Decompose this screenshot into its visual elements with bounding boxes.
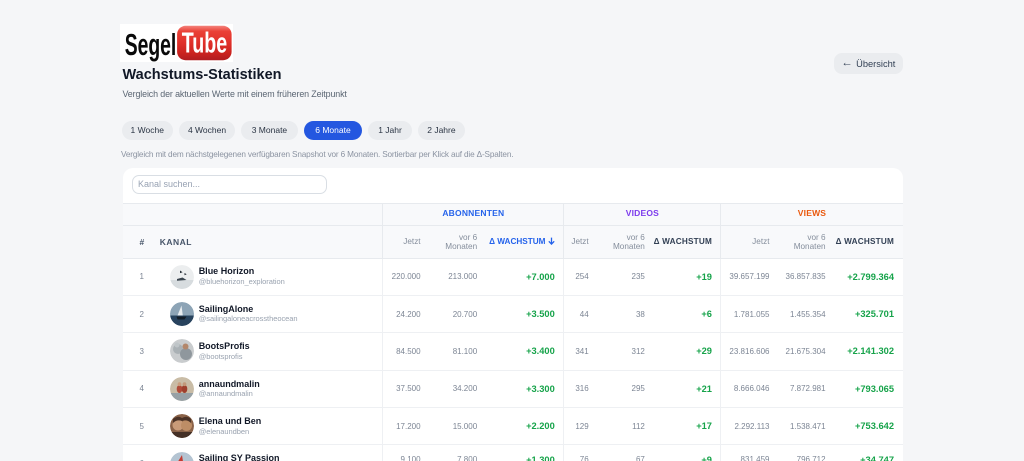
svg-text:Tube: Tube [181,28,227,60]
svg-text:Segel: Segel [124,28,176,62]
